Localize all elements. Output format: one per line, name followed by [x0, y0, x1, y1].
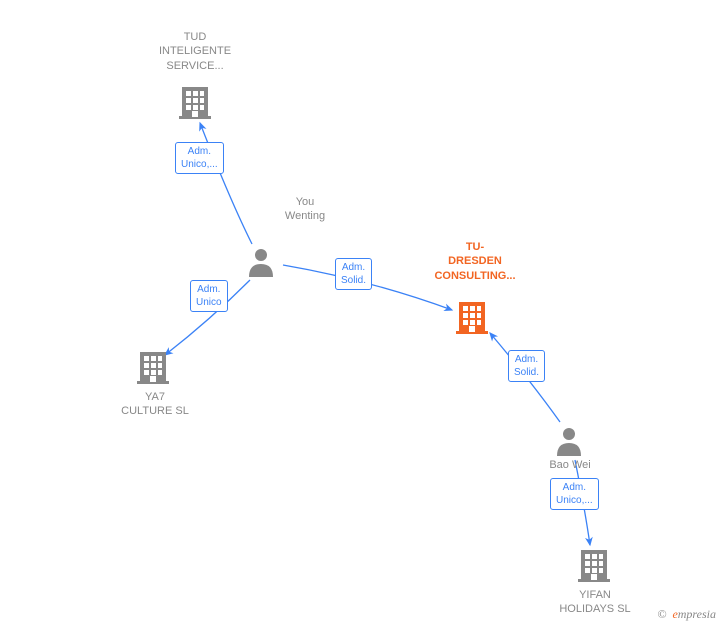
building-icon	[578, 548, 610, 587]
node-label-tu_dresden: TU- DRESDEN CONSULTING...	[410, 240, 540, 283]
edge-label-e1: Adm. Unico,...	[175, 142, 224, 174]
node-label-bao: Bao Wei	[530, 458, 610, 472]
person-icon	[247, 247, 275, 282]
edge-label-e5: Adm. Unico,...	[550, 478, 599, 510]
node-label-tud: TUD INTELIGENTE SERVICE...	[135, 30, 255, 73]
brand-rest: mpresia	[678, 607, 716, 621]
copyright-symbol: ©	[657, 607, 666, 621]
building-icon	[456, 300, 488, 339]
copyright: © empresia	[657, 607, 716, 622]
building-icon	[137, 350, 169, 389]
edge-label-e4: Adm. Solid.	[508, 350, 545, 382]
node-label-you: You Wenting	[275, 195, 335, 224]
edge-label-e2: Adm. Unico	[190, 280, 228, 312]
node-label-ya7: YA7 CULTURE SL	[100, 390, 210, 419]
person-icon	[555, 426, 583, 461]
diagram-canvas: TUD INTELIGENTE SERVICE... You Wenting Y…	[0, 0, 728, 630]
edge-label-e3: Adm. Solid.	[335, 258, 372, 290]
building-icon	[179, 85, 211, 124]
node-label-yifan: YIFAN HOLIDAYS SL	[535, 588, 655, 617]
edges-layer	[0, 0, 728, 630]
